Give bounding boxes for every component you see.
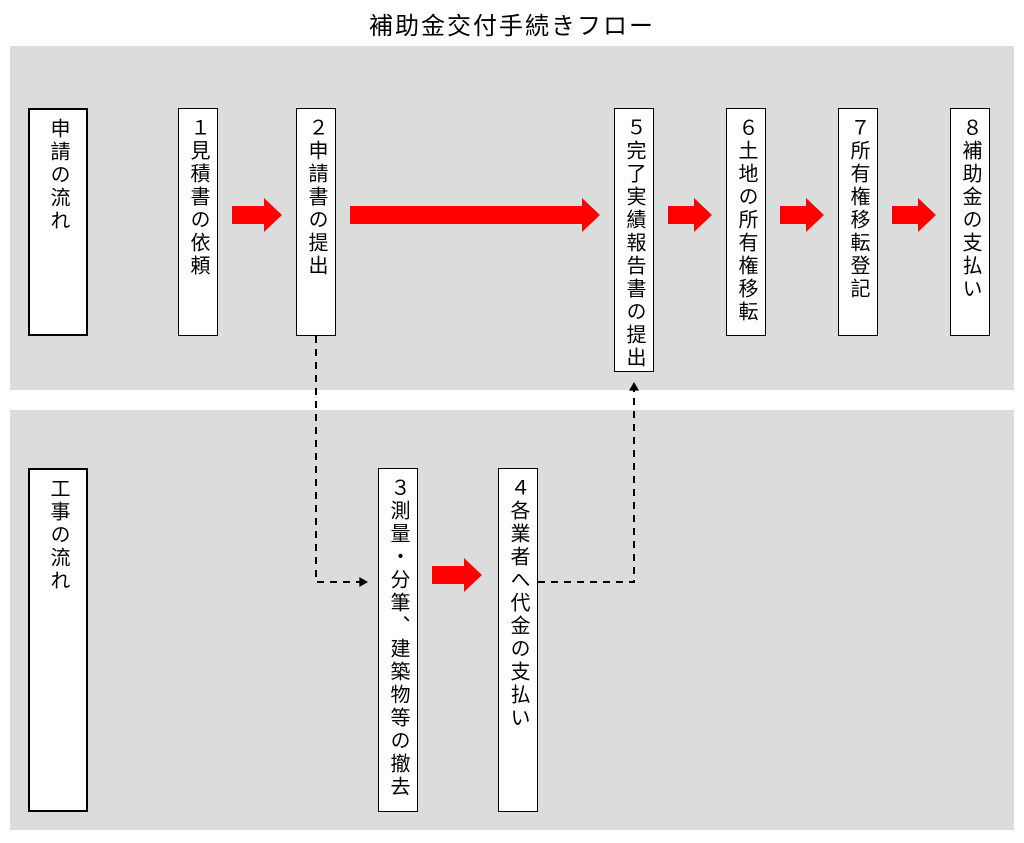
step-3-survey-demolition: ３測量・分筆、建築物等の撤去	[378, 468, 418, 812]
step-2-application-submit: ２申請書の提出	[296, 108, 336, 336]
step-5-completion-report: ５完了実績報告書の提出	[614, 108, 654, 372]
step-1-estimate-request: １見積書の依頼	[178, 108, 218, 336]
step-8-subsidy-payment: ８補助金の支払い	[950, 108, 990, 336]
step-6-land-ownership-transfer: ６土地の所有権移転	[726, 108, 766, 336]
label-application-flow: 申請の流れ	[28, 108, 88, 336]
diagram-title: 補助金交付手続きフロー	[0, 6, 1024, 41]
flowchart-canvas: 補助金交付手続きフロー 申請の流れ 工事の流れ １見積書の依頼 ２申請書の提出 …	[0, 0, 1024, 843]
step-4-contractor-payment: ４各業者へ代金の支払い	[498, 468, 538, 812]
step-7-ownership-registration: ７所有権移転登記	[838, 108, 878, 336]
label-work-flow: 工事の流れ	[28, 468, 88, 812]
